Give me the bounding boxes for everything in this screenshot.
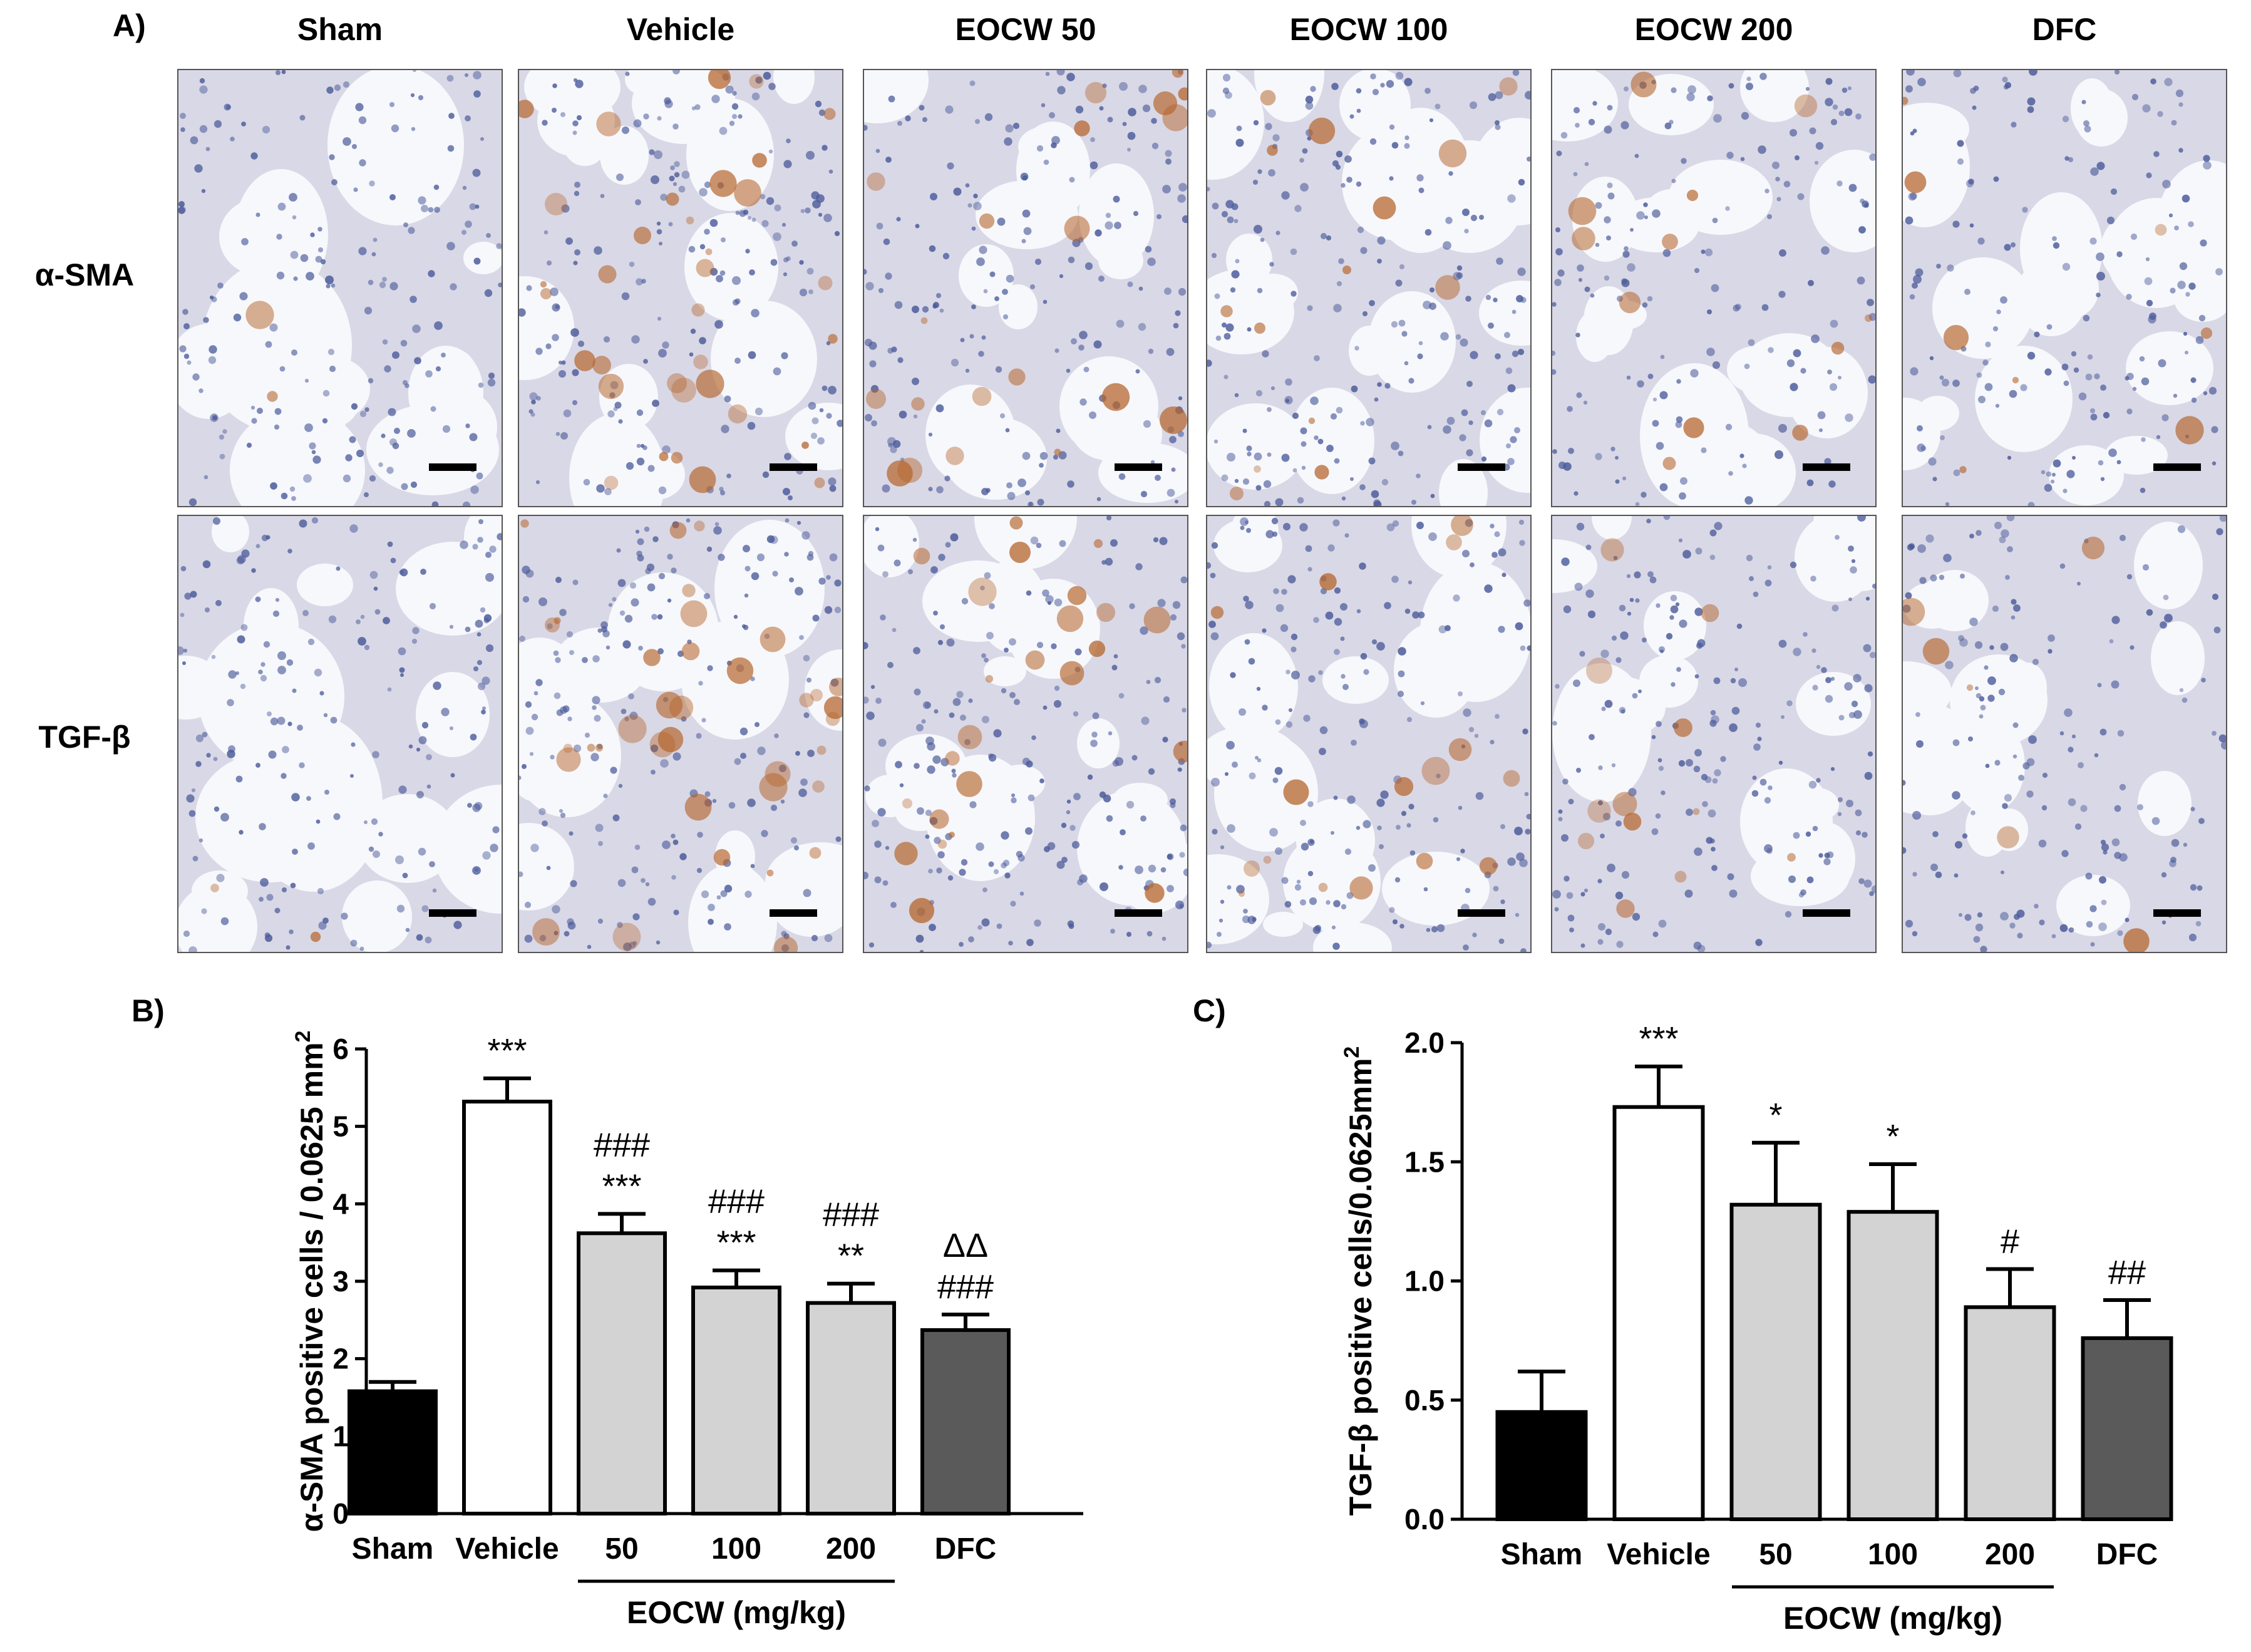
bar-vehicle xyxy=(1612,1105,1705,1522)
x-tick-label: 200 xyxy=(826,1532,876,1566)
column-header-dfc: DFC xyxy=(2032,12,2097,47)
bar-dfc xyxy=(920,1328,1011,1515)
tgf-beta-bar-chart: 0.0 0.5 1.0 1.5 2.0 TGF-β positive cells/0.06… xyxy=(1340,1020,2173,1636)
significance-marker: * xyxy=(1886,1118,1899,1155)
y-tick-label: 1 xyxy=(332,1420,349,1452)
x-tick-label: 50 xyxy=(1759,1538,1792,1571)
significance-marker: *** xyxy=(716,1224,756,1262)
x-tick-label: 200 xyxy=(1985,1538,2035,1571)
column-header-eocw-50: EOCW 50 xyxy=(955,12,1096,47)
significance-marker: *** xyxy=(1639,1020,1678,1058)
scale-bar xyxy=(1803,463,1850,471)
micrograph-tgf-beta-sham xyxy=(177,515,503,953)
scale-bar xyxy=(429,463,476,471)
significance-marker: ** xyxy=(838,1237,864,1275)
x-tick-label: Sham xyxy=(1501,1538,1583,1571)
bar-100 xyxy=(691,1285,781,1515)
group-label: EOCW (mg/kg) xyxy=(1783,1601,2002,1636)
y-tick-label: 1.0 xyxy=(1404,1265,1445,1298)
y-tick-label: 0.5 xyxy=(1404,1384,1445,1417)
significance-marker: * xyxy=(1769,1097,1782,1134)
micrograph-alpha-sma-vehicle xyxy=(518,69,843,507)
column-header-eocw-200: EOCW 200 xyxy=(1634,12,1793,47)
significance-marker: *** xyxy=(487,1032,527,1070)
scale-bar xyxy=(2153,909,2201,917)
bar-dfc xyxy=(2081,1336,2173,1521)
alpha-sma-bar-chart: 0 1 2 3 4 5 6α-SMA positive cells / 0.0625 mm2… xyxy=(291,1031,1083,1630)
x-tick-label: 100 xyxy=(1868,1538,1918,1571)
group-label: EOCW (mg/kg) xyxy=(627,1595,846,1630)
micrograph-tgf-beta-vehicle xyxy=(518,515,843,953)
y-tick-label: 1.5 xyxy=(1404,1145,1445,1178)
micrograph-tgf-beta-eocw-50 xyxy=(863,515,1188,953)
scale-bar xyxy=(429,909,476,917)
significance-marker: ### xyxy=(594,1126,650,1164)
micrograph-tgf-beta-eocw-200 xyxy=(1551,515,1877,953)
y-tick-label: 5 xyxy=(332,1110,349,1143)
significance-marker: ### xyxy=(937,1268,994,1306)
panel-label-a: A) xyxy=(113,8,146,43)
y-axis-label-superscript: 2 xyxy=(291,1031,315,1043)
significance-marker: # xyxy=(2001,1222,2019,1260)
significance-marker: ### xyxy=(823,1196,879,1234)
significance-marker: ## xyxy=(2108,1254,2146,1291)
panel-label-c: C) xyxy=(1193,993,1226,1028)
significance-marker: ### xyxy=(708,1183,765,1221)
y-axis-label: TGF-β positive cells/0.0625mm2 xyxy=(1340,1046,1378,1516)
micrograph-alpha-sma-eocw-200 xyxy=(1551,69,1877,507)
column-header-vehicle: Vehicle xyxy=(626,12,735,47)
micrograph-tgf-beta-dfc xyxy=(1902,515,2227,953)
y-tick-label: 4 xyxy=(332,1187,349,1220)
micrograph-alpha-sma-dfc xyxy=(1902,69,2227,507)
micrograph-alpha-sma-eocw-100 xyxy=(1206,69,1532,507)
y-tick-label: 2 xyxy=(332,1343,349,1375)
y-axis-label: α-SMA positive cells / 0.0625 mm2 xyxy=(291,1031,329,1532)
x-tick-label: Vehicle xyxy=(455,1532,559,1566)
row-header-tgf-beta: TGF-β xyxy=(38,720,131,755)
y-tick-label: 6 xyxy=(332,1033,349,1065)
scale-bar xyxy=(770,463,817,471)
scale-bar xyxy=(1458,909,1505,917)
scale-bar xyxy=(2153,463,2201,471)
x-tick-label: 100 xyxy=(711,1532,761,1566)
scale-bar xyxy=(1803,909,1850,917)
bar-100 xyxy=(1847,1210,1939,1521)
micrograph-tgf-beta-eocw-100 xyxy=(1206,515,1532,953)
panel-label-b: B) xyxy=(131,993,165,1028)
bar-200 xyxy=(1964,1305,2056,1521)
scale-bar xyxy=(1115,909,1162,917)
column-header-eocw-100: EOCW 100 xyxy=(1289,12,1448,47)
x-tick-label: DFC xyxy=(935,1532,997,1566)
row-header-alpha-sma: α-SMA xyxy=(34,257,135,292)
y-tick-label: 0 xyxy=(332,1497,349,1530)
micrograph-alpha-sma-eocw-50 xyxy=(863,69,1188,507)
bar-50 xyxy=(577,1231,667,1515)
y-tick-label: 2.0 xyxy=(1404,1026,1445,1059)
scale-bar xyxy=(1458,463,1505,471)
y-axis-label-superscript: 2 xyxy=(1340,1046,1364,1058)
x-tick-label: 50 xyxy=(605,1532,638,1566)
x-tick-label: Sham xyxy=(352,1532,434,1566)
column-header-sham: Sham xyxy=(297,12,383,47)
bar-sham xyxy=(1495,1410,1588,1522)
significance-marker: *** xyxy=(602,1167,641,1205)
bar-50 xyxy=(1729,1202,1822,1521)
bar-200 xyxy=(806,1301,896,1515)
scale-bar xyxy=(770,909,817,917)
significance-marker: ΔΔ xyxy=(943,1227,988,1264)
y-tick-label: 0.0 xyxy=(1404,1503,1445,1536)
bar-vehicle xyxy=(462,1100,552,1516)
micrograph-alpha-sma-sham xyxy=(177,69,503,507)
scale-bar xyxy=(1115,463,1162,471)
bar-sham xyxy=(348,1389,438,1516)
y-tick-label: 3 xyxy=(332,1265,349,1298)
x-tick-label: DFC xyxy=(2096,1538,2158,1571)
x-tick-label: Vehicle xyxy=(1607,1538,1710,1571)
